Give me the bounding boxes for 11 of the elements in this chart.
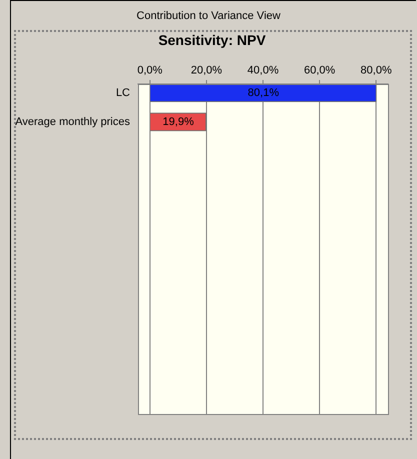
x-tick-label: 40,0% [247, 64, 279, 76]
x-tick-label: 0,0% [137, 64, 163, 76]
x-tick-label: 20,0% [190, 64, 222, 76]
chart-title: Sensitivity: NPV [157, 32, 267, 48]
text: Contribution to Variance View [136, 10, 282, 22]
y-tick-label: LC [116, 86, 130, 99]
y-tick-label: Average monthly prices [15, 116, 130, 128]
x-tick-label: 60,0% [304, 64, 336, 76]
data-label: 19,9% [162, 116, 194, 128]
x-tick-label: 80,0% [360, 64, 392, 76]
data-label: 80,1% [248, 86, 280, 99]
